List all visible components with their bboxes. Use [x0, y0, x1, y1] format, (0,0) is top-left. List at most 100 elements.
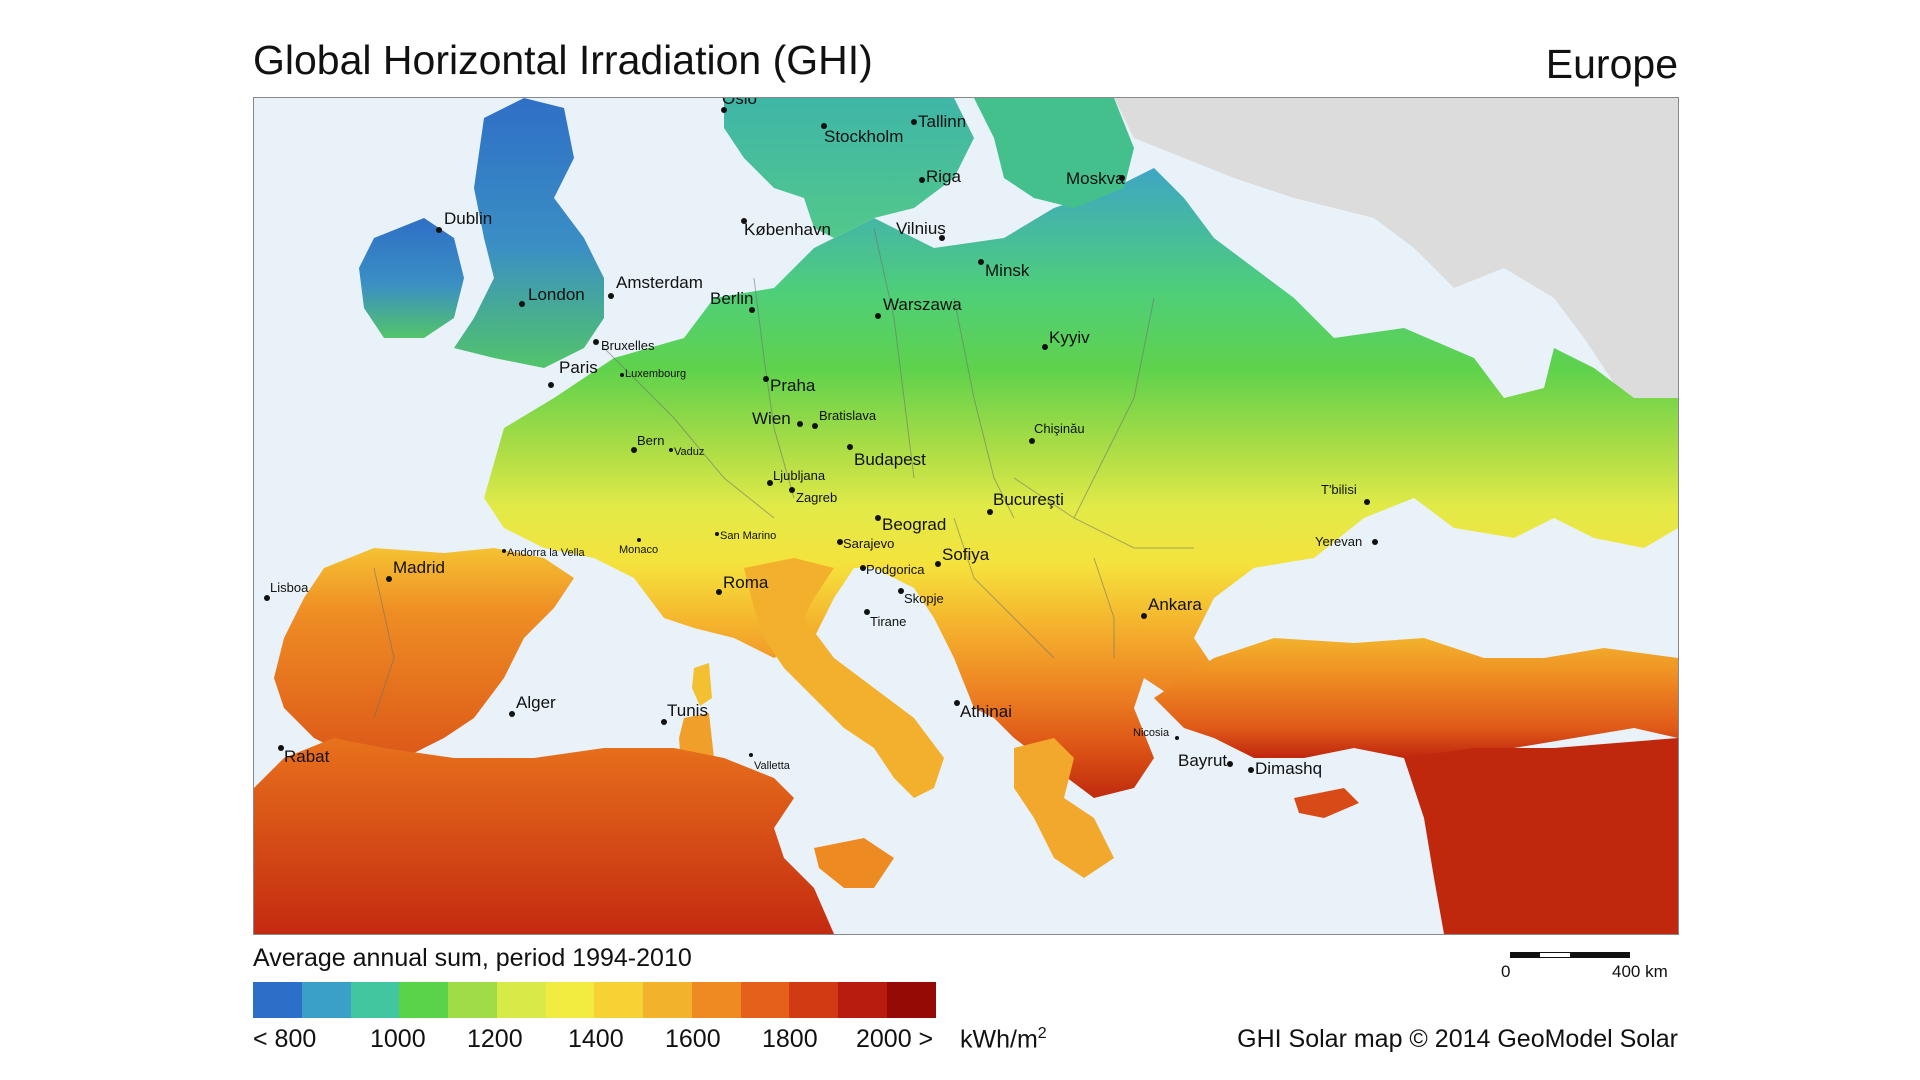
- city-marker: [661, 719, 667, 725]
- russia-no-data: [1114, 98, 1678, 398]
- map-credit: GHI Solar map © 2014 GeoModel Solar: [1237, 1025, 1678, 1053]
- city-label: Monaco: [619, 544, 658, 556]
- city-marker: [821, 123, 827, 129]
- legend-label: 1400: [568, 1025, 624, 1053]
- legend-swatch: [691, 982, 741, 1018]
- city-label: Ljubljana: [773, 468, 826, 483]
- city-marker: [749, 307, 755, 313]
- city-label: Podgorica: [866, 562, 925, 577]
- city-label: Stockholm: [824, 127, 903, 146]
- city-marker: [436, 227, 442, 233]
- legend-label: 1600: [665, 1025, 721, 1053]
- city-marker: [631, 447, 637, 453]
- city-marker: [608, 293, 614, 299]
- ghi-map: Oslo Stockholm Tallinn Riga Moskva Dublin Købe…: [253, 97, 1679, 935]
- legend-unit-sup: 2: [1037, 1025, 1047, 1042]
- city-marker: [548, 382, 554, 388]
- city-label: Riga: [926, 167, 962, 186]
- iberian-peninsula: [274, 548, 574, 758]
- city-label: Athinai: [960, 702, 1012, 721]
- city-label: Warszawa: [883, 295, 962, 314]
- scale-segment: [1570, 952, 1630, 958]
- city-label: Budapest: [854, 450, 926, 469]
- city-marker: [1227, 761, 1233, 767]
- city-label: Bern: [637, 433, 664, 448]
- city-label: Amsterdam: [616, 273, 703, 292]
- city-marker: [954, 700, 960, 706]
- map-title: Global Horizontal Irradiation (GHI): [253, 37, 873, 83]
- city-label: Zagreb: [796, 490, 837, 505]
- legend-swatch: [740, 982, 790, 1018]
- ireland: [359, 218, 464, 338]
- legend-swatch: [301, 982, 351, 1018]
- city-label: Tallinn: [918, 112, 966, 131]
- north-africa: [254, 738, 834, 934]
- map-canvas: Oslo Stockholm Tallinn Riga Moskva Dublin Købe…: [254, 98, 1678, 934]
- city-marker: [1372, 539, 1378, 545]
- legend-swatch: [448, 982, 497, 1018]
- city-label: Rabat: [284, 747, 330, 766]
- city-marker: [1029, 438, 1035, 444]
- city-marker: [797, 421, 803, 427]
- scandinavia: [724, 98, 974, 238]
- sicily: [814, 838, 894, 888]
- city-marker: [812, 423, 818, 429]
- legend-swatch: [838, 982, 887, 1018]
- city-marker: [637, 538, 641, 542]
- city-marker: [1042, 344, 1048, 350]
- city-label: Dublin: [444, 209, 492, 228]
- region-label: Europe: [1545, 41, 1678, 87]
- legend-label: 1200: [467, 1025, 523, 1053]
- map-subtitle: Average annual sum, period 1994-2010: [253, 944, 692, 972]
- city-marker: [620, 373, 624, 377]
- city-label: London: [528, 285, 585, 304]
- city-label: Sofiya: [942, 545, 990, 564]
- italian-peninsula: [744, 558, 944, 798]
- city-label: Vilnius: [896, 219, 946, 238]
- city-label: Skopje: [904, 591, 944, 606]
- city-label: Tunis: [667, 701, 708, 720]
- city-label: Bayrut: [1178, 751, 1227, 770]
- scale-end-label: 400 km: [1612, 962, 1668, 981]
- city-label: Berlin: [710, 289, 753, 308]
- greece: [1014, 738, 1114, 878]
- city-label: Minsk: [985, 261, 1030, 280]
- city-marker: [1175, 736, 1179, 740]
- city-label: Roma: [723, 573, 769, 592]
- city-label: Nicosia: [1133, 727, 1170, 739]
- city-marker: [911, 119, 917, 125]
- legend-unit-text: kWh/m: [960, 1025, 1038, 1054]
- city-label: Vaduz: [674, 446, 704, 458]
- legend-swatch: [253, 982, 302, 1018]
- city-marker: [1119, 175, 1125, 181]
- city-label: Dimashq: [1255, 759, 1322, 778]
- city-marker: [898, 588, 904, 594]
- city-marker: [669, 448, 673, 452]
- legend-color-bar: [253, 982, 936, 1018]
- city-marker: [875, 313, 881, 319]
- city-marker: [264, 595, 270, 601]
- city-marker: [593, 339, 599, 345]
- city-marker: [767, 480, 773, 486]
- corsica: [692, 663, 712, 706]
- city-marker: [716, 589, 722, 595]
- legend-swatch: [789, 982, 838, 1018]
- city-marker: [919, 177, 925, 183]
- legend-label: 1000: [370, 1025, 426, 1053]
- legend-label: 1800: [762, 1025, 818, 1053]
- city-label: Bratislava: [819, 408, 877, 423]
- city-label: Tirane: [870, 614, 906, 629]
- city-marker: [1248, 767, 1254, 773]
- city-label: Wien: [752, 409, 791, 428]
- legend-labels: < 800 1000 1200 1400 1600 1800 2000 > kW…: [253, 1025, 1073, 1059]
- city-marker: [864, 609, 870, 615]
- scale-segment: [1540, 952, 1570, 958]
- cyprus: [1294, 788, 1359, 818]
- city-label: Chişinău: [1034, 421, 1085, 436]
- city-label: Praha: [770, 376, 816, 395]
- city-label: Yerevan: [1315, 534, 1362, 549]
- city-marker: [502, 549, 506, 553]
- legend-swatch: [545, 982, 595, 1018]
- scale-zero-label: 0: [1501, 962, 1511, 981]
- city-label: Kyyiv: [1049, 328, 1090, 347]
